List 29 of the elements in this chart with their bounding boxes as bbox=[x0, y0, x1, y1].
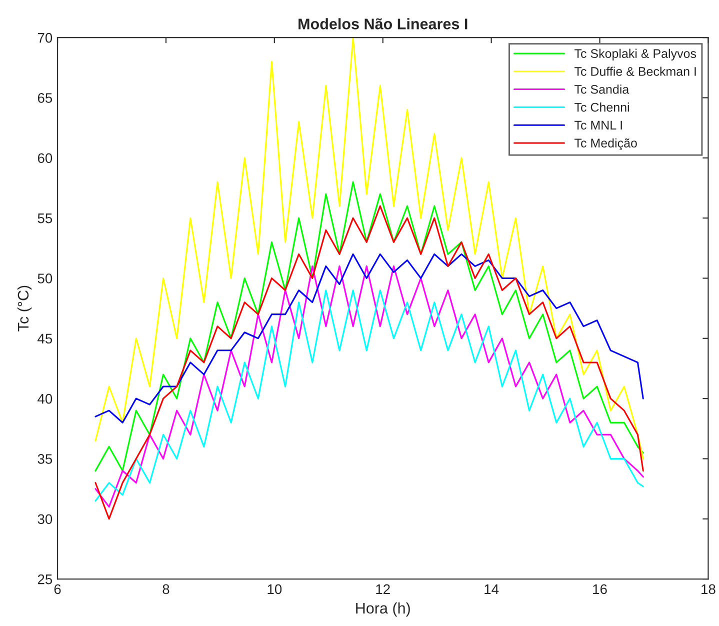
legend-label: Tc Duffie & Beckman I bbox=[574, 66, 696, 76]
y-tick-label: 65 bbox=[38, 93, 52, 103]
x-tick-label: 16 bbox=[593, 584, 607, 594]
line-series bbox=[94, 205, 644, 520]
x-tick-label: 12 bbox=[376, 584, 390, 594]
chart-title: Modelos Não Lineares I bbox=[298, 18, 468, 30]
legend-label: Tc Chenni bbox=[574, 102, 629, 112]
x-tick-label: 8 bbox=[162, 584, 170, 594]
x-tick-label: 18 bbox=[702, 584, 716, 594]
y-tick-label: 40 bbox=[38, 394, 52, 404]
y-tick-label: 45 bbox=[38, 334, 52, 344]
y-tick-label: 30 bbox=[38, 514, 52, 524]
legend-label: Tc Sandia bbox=[574, 84, 630, 94]
x-axis-title: Hora (h) bbox=[356, 602, 410, 617]
y-tick-label: 55 bbox=[38, 214, 52, 224]
y-tick-label: 70 bbox=[38, 32, 52, 43]
legend-label: Tc Skoplaki & Palyvos bbox=[574, 48, 696, 60]
x-tick-label: 6 bbox=[54, 584, 61, 594]
y-tick-label: 60 bbox=[38, 153, 52, 164]
y-tick-label: 35 bbox=[38, 454, 52, 464]
legend-label: Tc MNL I bbox=[574, 120, 622, 130]
y-tick-label: 50 bbox=[38, 274, 52, 284]
line-series bbox=[94, 253, 644, 424]
legend-label: Tc Medição bbox=[574, 138, 637, 150]
y-tick-label: 25 bbox=[38, 574, 52, 584]
line-series bbox=[94, 181, 644, 472]
x-tick-label: 14 bbox=[484, 584, 499, 594]
x-tick-label: 10 bbox=[268, 584, 282, 594]
y-axis-title: Tc (°C) bbox=[17, 286, 32, 332]
